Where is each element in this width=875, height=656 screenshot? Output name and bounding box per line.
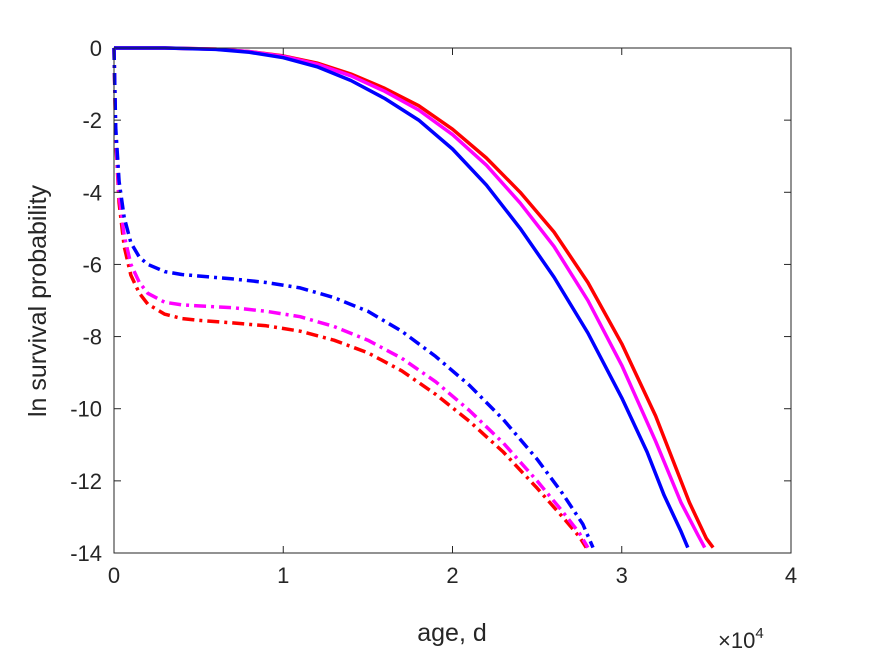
x-axis-exponent-power: 4 [755, 625, 763, 642]
series-line-3 [114, 46, 690, 549]
x-axis-exponent-base: ×10 [718, 628, 755, 653]
x-tick-label: 2 [446, 563, 458, 588]
y-tick-label: -12 [70, 469, 102, 494]
y-axis-label: ln survival probability [24, 184, 52, 417]
y-tick-label: -2 [82, 108, 102, 133]
series-line-1 [114, 46, 715, 549]
x-tick-label: 3 [616, 563, 628, 588]
y-tick-label: -6 [82, 252, 102, 277]
axis-tick-labels: 0 1 2 3 4 0 -2 -4 -6 -8 -10 -12 -14 [70, 36, 797, 588]
x-axis-label: age, d [417, 619, 487, 647]
series-line-5 [112, 47, 590, 549]
plot-area-frame [113, 47, 792, 554]
x-tick-label: 4 [785, 563, 797, 588]
x-axis-exponent: ×104 [718, 625, 764, 653]
series-line-4 [112, 47, 588, 549]
x-tick-label: 1 [277, 563, 289, 588]
y-tick-label: -8 [82, 325, 102, 350]
y-tick-label: -10 [70, 397, 102, 422]
y-tick-label: -4 [82, 180, 102, 205]
plot-lines [112, 46, 715, 549]
series-line-2 [114, 46, 707, 549]
y-tick-label: -14 [70, 541, 102, 566]
y-tick-label: 0 [90, 36, 102, 61]
series-line-6 [112, 47, 595, 549]
x-tick-label: 0 [108, 563, 120, 588]
axis-ticks [113, 47, 792, 554]
